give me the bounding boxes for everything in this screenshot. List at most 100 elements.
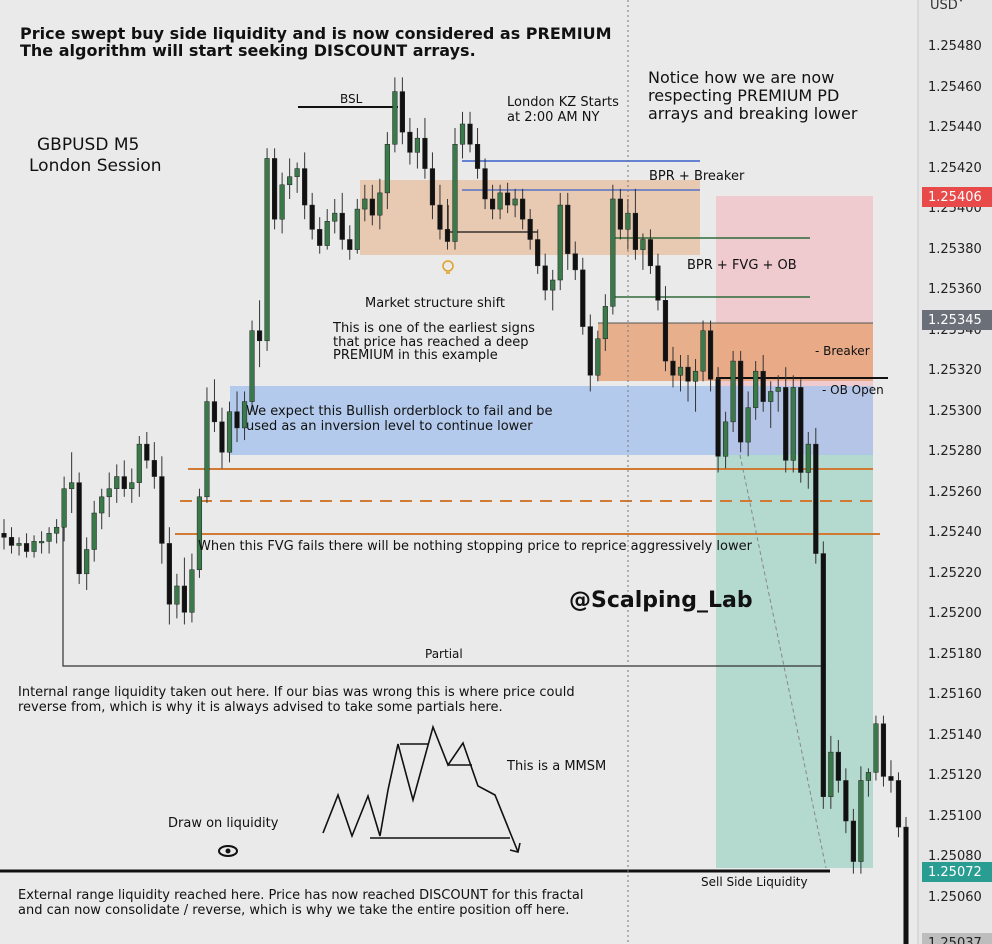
candle-body (159, 476, 165, 544)
session-title: London Session (29, 156, 162, 176)
eye-icon (218, 845, 238, 857)
price-axis-tick: 1.25260 (928, 484, 982, 500)
candle-body (196, 496, 203, 571)
price-axis-tick: 1.25100 (928, 808, 982, 824)
sell-side-liquidity-label: Sell Side Liquidity (701, 875, 808, 889)
candle-body (655, 265, 661, 301)
candle-body (339, 212, 345, 240)
notice-text: Notice how we are now respecting PREMIUM… (648, 68, 858, 123)
candle-body (738, 360, 744, 443)
candle-body (505, 192, 511, 206)
candle-body (565, 204, 571, 254)
candle-body (8, 537, 15, 546)
price-axis-tick: 1.25200 (928, 606, 982, 622)
candle-body (226, 411, 233, 453)
candle-body (332, 212, 338, 222)
mss-title: Market structure shift (365, 296, 506, 311)
candle-body (587, 326, 593, 376)
headline-line2: The algorithm will start seeking DISCOUN… (20, 41, 476, 60)
candle-body (512, 198, 518, 206)
price-axis-tick: 1.25320 (928, 363, 982, 379)
candle-body (542, 265, 548, 291)
candle-body (610, 198, 616, 307)
candle-body (294, 168, 300, 177)
price-axis-tick: 1.25060 (928, 890, 982, 905)
internal-liquidity-note: Internal range liquidity taken out here.… (18, 685, 575, 715)
orderblock-note: We expect this Bullish orderblock to fai… (246, 404, 553, 434)
candle-body (535, 239, 541, 267)
price-axis-tick: 1.25440 (928, 120, 982, 136)
candle-body (783, 387, 789, 461)
candle-body (16, 543, 22, 546)
candle-body (384, 144, 390, 194)
candle-body (903, 826, 909, 944)
projection-dashed (739, 454, 827, 869)
candle-body (121, 476, 127, 489)
orderblock-zone (230, 386, 873, 455)
candle-body (317, 229, 323, 246)
price-axis-tick: 1.25180 (928, 646, 982, 662)
candle-body (84, 549, 90, 575)
chevron-down-icon: ˅ (957, 0, 965, 13)
candle-body (106, 488, 112, 498)
candle-body (730, 360, 736, 423)
candles-group (1, 77, 909, 944)
candle-body (790, 387, 796, 461)
candle-body (707, 330, 714, 380)
candle-body (377, 192, 383, 216)
candle-body (497, 192, 503, 210)
price-tag-teal: 1.25072 (922, 862, 992, 882)
candle-body (805, 443, 811, 473)
price-axis-tick: 1.25300 (928, 403, 982, 419)
headline-line1: Price swept buy side liquidity and is no… (20, 24, 612, 43)
candle-body (873, 723, 879, 773)
currency-selector[interactable]: USD˅ (930, 0, 965, 13)
candle-body (625, 212, 631, 230)
price-axis-tick: 1.25420 (928, 160, 982, 176)
candle-body (444, 229, 451, 242)
candle-body (23, 543, 30, 552)
short-target-zone (716, 454, 873, 868)
watermark: @Scalping_Lab (569, 588, 753, 613)
candle-body (234, 411, 240, 429)
candle-body (452, 144, 458, 242)
price-axis-tick: 1.25140 (928, 727, 982, 743)
bpr-breaker-label: BPR + Breaker (649, 169, 745, 184)
candle-body (151, 460, 157, 477)
price-tag-gray: 1.25345 (922, 310, 992, 330)
candle-body (249, 330, 255, 402)
candle-body (715, 379, 721, 457)
candle-body (527, 218, 533, 240)
candle-body (580, 269, 586, 327)
candle-body (820, 553, 826, 797)
candle-body (174, 585, 180, 605)
candle-body (835, 751, 841, 781)
candle-body (760, 370, 766, 402)
candle-body (166, 543, 172, 605)
bsl-label: BSL (340, 92, 363, 106)
candle-body (407, 131, 413, 153)
candle-body (256, 330, 263, 342)
candle-body (61, 488, 67, 528)
price-axis-tick: 1.25480 (928, 39, 982, 54)
price-axis-tick: 1.25160 (928, 687, 982, 703)
candle-body (399, 91, 405, 133)
candle-body (617, 198, 623, 230)
price-tag-red: 1.25406 (922, 187, 992, 207)
external-liquidity-note: External range liquidity reached here. P… (18, 888, 584, 918)
candle-body (895, 780, 902, 828)
mmsm-sketch (322, 724, 519, 853)
symbol-title: GBPUSD M5 (37, 135, 140, 155)
price-axis-tick: 1.25360 (928, 282, 982, 298)
candle-body (813, 443, 819, 554)
candle-body (354, 208, 360, 250)
candle-body (347, 239, 353, 250)
candle-body (99, 496, 105, 514)
candle-body (474, 144, 481, 169)
price-axis-tick: 1.25220 (928, 565, 982, 581)
mss-body: This is one of the earliest signs that p… (333, 321, 535, 364)
price-axis-tick: 1.25380 (928, 241, 982, 257)
candle-body (482, 168, 488, 200)
candle-body (54, 526, 60, 534)
price-tag-bottom: 1.25037 (922, 933, 992, 944)
